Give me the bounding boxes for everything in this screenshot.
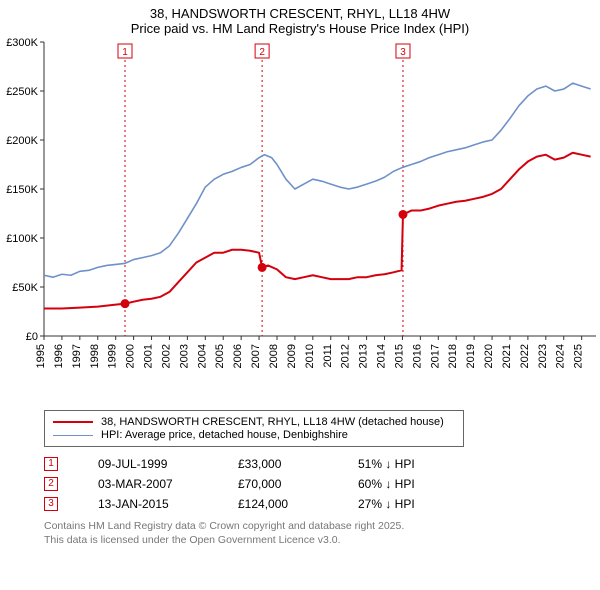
svg-text:2008: 2008 xyxy=(268,344,280,368)
event-row: 3 13-JAN-2015 £124,000 27% ↓ HPI xyxy=(44,497,600,511)
event-price: £124,000 xyxy=(238,497,318,511)
svg-text:£100K: £100K xyxy=(6,233,38,245)
svg-text:£50K: £50K xyxy=(12,282,38,294)
svg-text:2006: 2006 xyxy=(232,344,244,368)
svg-text:2002: 2002 xyxy=(160,344,172,368)
chart-svg: £0 £50K £100K £150K £200K £250K £300K 1995 1996 1… xyxy=(0,36,600,406)
svg-text:£200K: £200K xyxy=(6,135,38,147)
legend: 38, HANDSWORTH CRESCENT, RHYL, LL18 4HW … xyxy=(44,410,464,447)
event-relative: 27% ↓ HPI xyxy=(358,497,458,511)
event-date: 09-JUL-1999 xyxy=(98,457,198,471)
svg-text:1998: 1998 xyxy=(89,344,101,368)
svg-text:2010: 2010 xyxy=(304,344,316,368)
title-line2: Price paid vs. HM Land Registry's House … xyxy=(0,21,600,36)
svg-text:2012: 2012 xyxy=(340,344,352,368)
event-marker-box: 3 xyxy=(44,497,58,511)
svg-text:2001: 2001 xyxy=(143,344,155,368)
chart-area: £0 £50K £100K £150K £200K £250K £300K 1995 1996 1… xyxy=(0,36,600,406)
svg-text:2014: 2014 xyxy=(376,344,388,368)
event-row: 2 03-MAR-2007 £70,000 60% ↓ HPI xyxy=(44,477,600,491)
legend-label: HPI: Average price, detached house, Denb… xyxy=(101,429,348,441)
legend-label: 38, HANDSWORTH CRESCENT, RHYL, LL18 4HW … xyxy=(101,416,444,428)
event-date: 13-JAN-2015 xyxy=(98,497,198,511)
event-marker-box: 2 xyxy=(44,477,58,491)
svg-text:1999: 1999 xyxy=(107,344,119,368)
svg-text:2022: 2022 xyxy=(519,344,531,368)
svg-text:2005: 2005 xyxy=(214,344,226,368)
footer-line1: Contains HM Land Registry data © Crown c… xyxy=(44,519,600,533)
event-date: 03-MAR-2007 xyxy=(98,477,198,491)
svg-text:2016: 2016 xyxy=(411,344,423,368)
svg-text:£300K: £300K xyxy=(6,37,38,49)
svg-text:1995: 1995 xyxy=(35,344,47,368)
legend-swatch xyxy=(53,435,93,436)
svg-text:2021: 2021 xyxy=(501,344,513,368)
svg-text:£0: £0 xyxy=(26,331,38,343)
event-price: £70,000 xyxy=(238,477,318,491)
events-table: 1 09-JUL-1999 £33,000 51% ↓ HPI 2 03-MAR-2007… xyxy=(44,457,600,511)
svg-text:1997: 1997 xyxy=(71,344,83,368)
legend-row: HPI: Average price, detached house, Denb… xyxy=(53,429,455,441)
svg-text:1: 1 xyxy=(122,47,128,58)
svg-text:£150K: £150K xyxy=(6,184,38,196)
svg-text:2018: 2018 xyxy=(447,344,459,368)
svg-text:1996: 1996 xyxy=(53,344,65,368)
legend-swatch xyxy=(53,421,93,423)
svg-text:£250K: £250K xyxy=(6,86,38,98)
event-marker-box: 1 xyxy=(44,457,58,471)
svg-text:2009: 2009 xyxy=(286,344,298,368)
event-relative: 60% ↓ HPI xyxy=(358,477,458,491)
svg-text:2020: 2020 xyxy=(483,344,495,368)
title-line1: 38, HANDSWORTH CRESCENT, RHYL, LL18 4HW xyxy=(0,6,600,21)
event-price: £33,000 xyxy=(238,457,318,471)
svg-text:2015: 2015 xyxy=(393,344,405,368)
svg-text:2: 2 xyxy=(259,47,265,58)
chart-title: 38, HANDSWORTH CRESCENT, RHYL, LL18 4HW … xyxy=(0,0,600,36)
svg-text:2025: 2025 xyxy=(573,344,585,368)
svg-text:2004: 2004 xyxy=(196,344,208,368)
svg-text:2017: 2017 xyxy=(429,344,441,368)
svg-text:2024: 2024 xyxy=(555,344,567,368)
svg-text:2019: 2019 xyxy=(465,344,477,368)
svg-text:2011: 2011 xyxy=(322,344,334,368)
svg-text:2000: 2000 xyxy=(125,344,137,368)
svg-text:2023: 2023 xyxy=(537,344,549,368)
svg-text:2003: 2003 xyxy=(178,344,190,368)
legend-row: 38, HANDSWORTH CRESCENT, RHYL, LL18 4HW … xyxy=(53,416,455,428)
svg-text:2007: 2007 xyxy=(250,344,262,368)
footer-line2: This data is licensed under the Open Gov… xyxy=(44,533,600,547)
footer-attribution: Contains HM Land Registry data © Crown c… xyxy=(44,519,600,547)
event-row: 1 09-JUL-1999 £33,000 51% ↓ HPI xyxy=(44,457,600,471)
event-relative: 51% ↓ HPI xyxy=(358,457,458,471)
svg-text:3: 3 xyxy=(400,47,406,58)
svg-text:2013: 2013 xyxy=(358,344,370,368)
